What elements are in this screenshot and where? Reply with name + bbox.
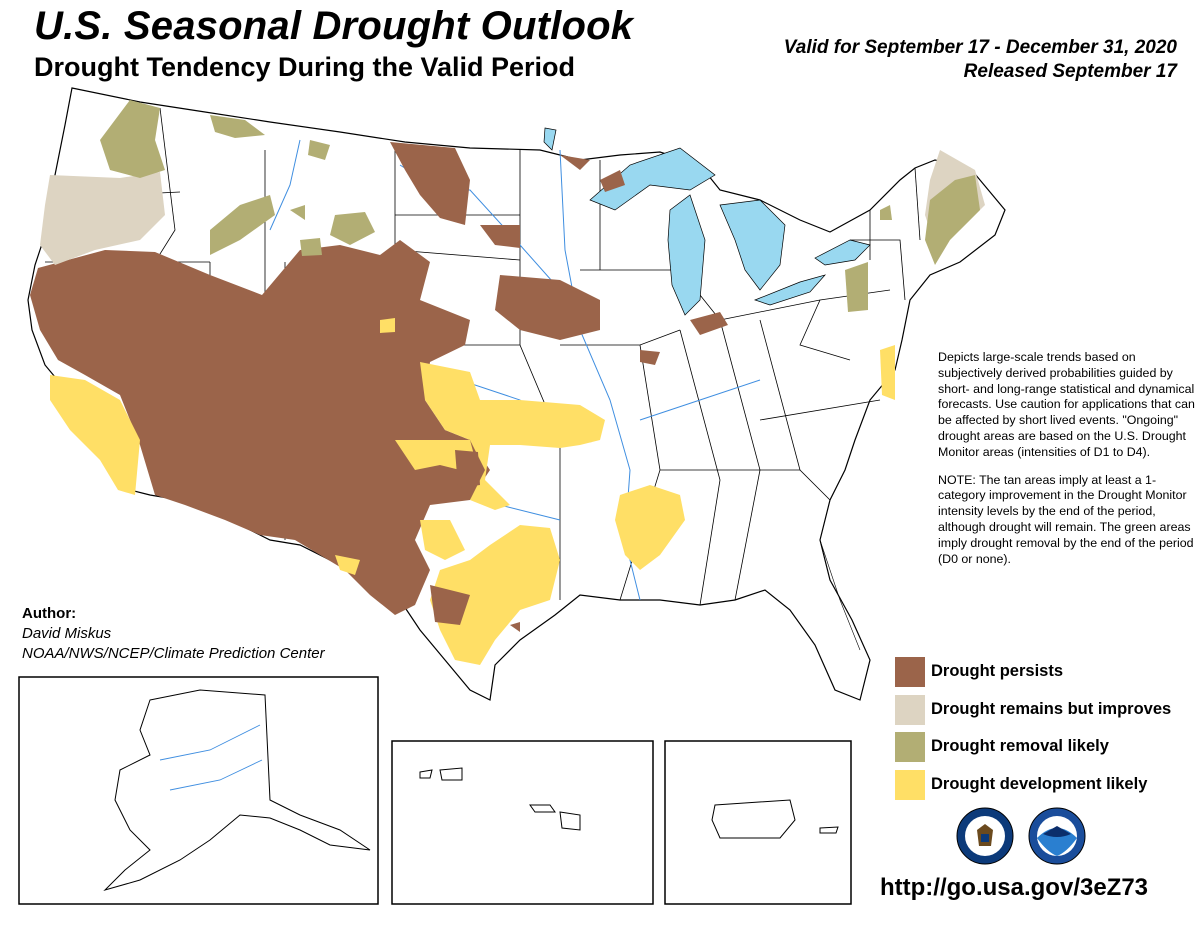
legend-label-improves: Drought remains but improves	[931, 699, 1172, 718]
alaska-rivers	[159, 724, 263, 791]
hawaii-islands	[419, 767, 581, 831]
drought-development-areas	[50, 318, 895, 665]
legend-label-removal: Drought removal likely	[931, 737, 1109, 755]
author-org: NOAA/NWS/NCEP/Climate Prediction Center	[22, 645, 325, 662]
drought-persists-areas	[30, 142, 728, 615]
alaska-land	[103, 689, 371, 892]
puerto-rico-land	[711, 799, 839, 839]
legend-swatch-development	[895, 769, 925, 800]
legend-swatch-persists	[895, 657, 925, 687]
legend-swatch-removal	[895, 732, 925, 762]
description-paragraph-2: NOTE: The tan areas imply at least a 1-c…	[938, 472, 1194, 566]
usda-seal-icon	[956, 807, 1014, 865]
outlook-url[interactable]: http://go.usa.gov/3eZ73	[880, 874, 1149, 901]
valid-dates: Valid for September 17 - December 31, 20…	[783, 37, 1177, 58]
drought-persists-overlay	[430, 450, 520, 632]
legend-label-persists: Drought persists	[931, 662, 1064, 680]
author-label: Author:	[22, 605, 77, 622]
description-paragraph-1: Depicts large-scale trends based on subj…	[938, 350, 1195, 459]
legend-swatch-improves	[895, 694, 925, 725]
map-subtitle: Drought Tendency During the Valid Period	[34, 52, 576, 82]
release-date: Released September 17	[963, 61, 1177, 82]
legend-label-development: Drought development likely	[931, 774, 1148, 793]
description: Depicts large-scale trends based on subj…	[938, 350, 1196, 579]
author-name: David Miskus	[22, 625, 112, 642]
agency-logos	[956, 807, 1086, 865]
coast-details	[819, 539, 861, 651]
valid-period: Valid for September 17 - December 31, 20…	[784, 36, 1177, 84]
author-block: Author: David Miskus NOAA/NWS/NCEP/Clima…	[22, 604, 325, 664]
noaa-logo-icon	[1028, 807, 1086, 865]
hawaii-inset	[391, 740, 654, 905]
map-title: U.S. Seasonal Drought Outlook	[34, 4, 634, 48]
drought-removal-areas	[100, 100, 980, 882]
